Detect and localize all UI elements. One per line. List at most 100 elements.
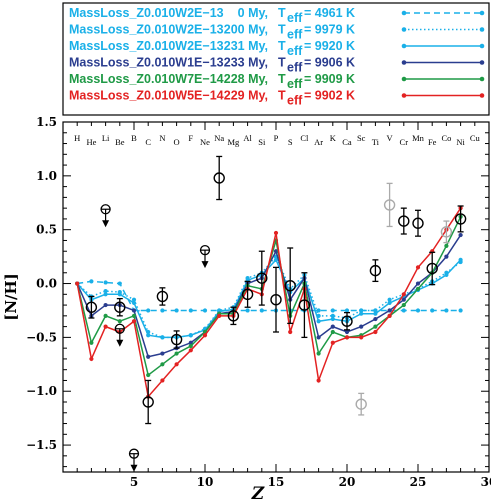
data-point bbox=[160, 351, 165, 356]
element-label: Cl bbox=[300, 133, 309, 143]
data-point bbox=[259, 308, 264, 313]
element-label: N bbox=[159, 133, 165, 143]
legend-teff: T bbox=[278, 72, 286, 86]
data-point bbox=[330, 324, 335, 329]
series-3 bbox=[75, 257, 463, 340]
element-label: Na bbox=[214, 133, 224, 143]
data-point bbox=[415, 286, 421, 292]
data-point bbox=[359, 324, 364, 329]
element-label: He bbox=[86, 137, 96, 147]
legend-teff-subscript: eff bbox=[287, 11, 303, 25]
observation-marker bbox=[170, 333, 183, 346]
upper-limit bbox=[100, 204, 111, 228]
legend-series-name: MassLoss_Z0.010W2E−13 bbox=[69, 6, 224, 20]
data-point bbox=[160, 362, 165, 367]
legend-teff-subscript: eff bbox=[287, 94, 303, 108]
y-axis-title: [N/H] bbox=[2, 273, 20, 321]
observation-marker bbox=[256, 272, 268, 284]
data-point bbox=[202, 333, 208, 338]
element-label: Cr bbox=[400, 137, 409, 147]
observation-marker bbox=[298, 299, 311, 311]
data-point bbox=[458, 232, 463, 238]
data-point bbox=[316, 351, 321, 356]
legend-series-name: MassLoss_Z0.010W2E−13 bbox=[69, 23, 224, 37]
legend-age: 200 My, bbox=[224, 23, 268, 37]
legend-teff-value: = 9909 K bbox=[304, 72, 355, 86]
observation bbox=[412, 209, 424, 237]
legend-teff-value: = 9979 K bbox=[304, 23, 355, 37]
x-tick-label: 10 bbox=[197, 475, 214, 489]
data-point bbox=[458, 308, 463, 313]
data-point bbox=[316, 335, 321, 340]
legend-frame bbox=[62, 2, 490, 116]
legend-series-name: MassLoss_Z0.010W5E−14 bbox=[69, 89, 224, 103]
data-point bbox=[359, 308, 364, 313]
data-point bbox=[103, 288, 108, 294]
x-tick-label: 5 bbox=[130, 475, 138, 489]
data-point bbox=[188, 308, 193, 313]
observation bbox=[383, 182, 396, 228]
data-point bbox=[89, 340, 94, 345]
data-point bbox=[188, 348, 193, 353]
observation-marker bbox=[227, 310, 240, 322]
legend-marker bbox=[479, 60, 485, 65]
legend-teff-value: = 9906 K bbox=[304, 56, 355, 70]
observation-marker bbox=[426, 262, 438, 275]
data-point bbox=[75, 281, 80, 286]
x-tick-label: 15 bbox=[268, 475, 285, 489]
legend-marker bbox=[479, 27, 485, 32]
data-point bbox=[273, 230, 279, 236]
data-point bbox=[401, 297, 406, 302]
observation bbox=[298, 272, 311, 339]
observation bbox=[213, 155, 225, 201]
element-label: Li bbox=[102, 133, 110, 143]
element-label: Cu bbox=[470, 133, 481, 143]
legend-marker bbox=[401, 10, 407, 16]
data-point bbox=[330, 313, 335, 318]
data-point bbox=[174, 362, 179, 367]
series-line bbox=[76, 258, 462, 339]
observation bbox=[426, 251, 438, 286]
element-label: F bbox=[188, 133, 193, 143]
data-point bbox=[131, 313, 137, 318]
data-point bbox=[330, 340, 335, 345]
x-tick-label: 20 bbox=[339, 475, 356, 489]
observation bbox=[142, 379, 154, 425]
data-point bbox=[444, 272, 449, 278]
data-point bbox=[373, 324, 378, 329]
y-tick-label: 0.0 bbox=[36, 277, 57, 291]
data-point bbox=[217, 313, 222, 318]
data-point bbox=[103, 302, 108, 308]
upper-limit bbox=[114, 323, 125, 347]
data-point bbox=[444, 243, 449, 248]
element-label: Ti bbox=[372, 137, 380, 147]
legend-teff-value: = 4961 K bbox=[304, 6, 355, 20]
observation bbox=[227, 306, 240, 326]
observation-marker bbox=[440, 226, 453, 238]
data-point bbox=[103, 324, 108, 329]
series-group bbox=[75, 206, 463, 399]
observation bbox=[156, 287, 169, 306]
data-point bbox=[458, 257, 463, 262]
series-line bbox=[76, 207, 462, 399]
data-point bbox=[131, 308, 137, 313]
data-point bbox=[401, 308, 406, 313]
observation bbox=[341, 311, 353, 331]
observation-marker bbox=[355, 398, 367, 410]
element-label: Sc bbox=[357, 133, 366, 143]
data-point bbox=[387, 300, 392, 306]
observation bbox=[270, 266, 282, 333]
observation bbox=[170, 330, 183, 349]
legend-teff: T bbox=[278, 23, 286, 37]
legend-marker bbox=[401, 93, 407, 98]
observation-marker bbox=[156, 290, 169, 303]
series-line bbox=[76, 255, 462, 339]
legend-marker bbox=[401, 76, 407, 82]
x-tick-label: 30 bbox=[481, 475, 491, 489]
y-tick-label: −1.0 bbox=[26, 384, 57, 398]
data-point bbox=[415, 281, 421, 286]
